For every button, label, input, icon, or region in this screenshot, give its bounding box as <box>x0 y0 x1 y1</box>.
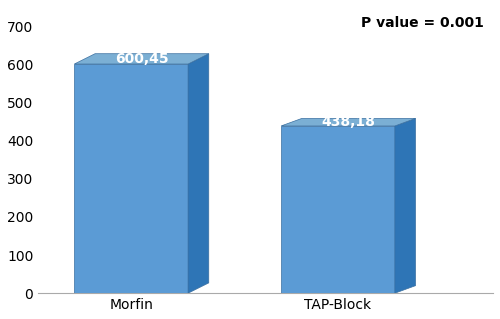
Polygon shape <box>395 118 415 293</box>
Text: P value = 0.001: P value = 0.001 <box>361 16 484 30</box>
Polygon shape <box>74 64 188 293</box>
Polygon shape <box>281 126 395 293</box>
Polygon shape <box>74 54 209 64</box>
Polygon shape <box>188 54 209 293</box>
Text: 600,45: 600,45 <box>114 52 168 66</box>
Text: 438,18: 438,18 <box>322 115 376 129</box>
Polygon shape <box>281 118 415 126</box>
